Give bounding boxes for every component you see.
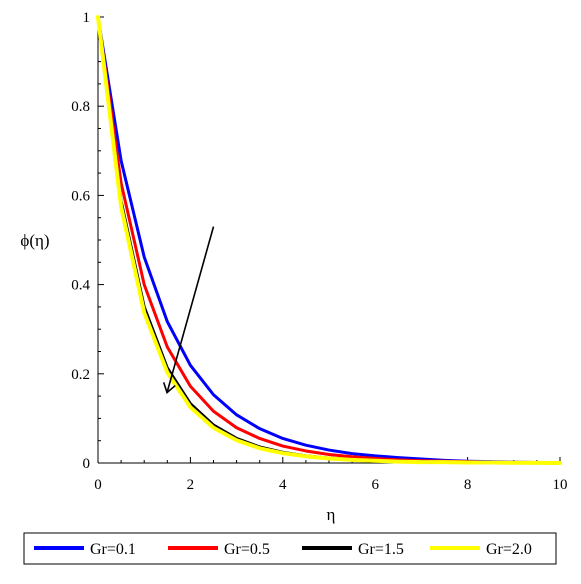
- legend-label: Gr=0.1: [90, 541, 136, 558]
- x-tick-label: 6: [371, 477, 379, 493]
- legend-label: Gr=1.5: [358, 541, 404, 558]
- y-axis-label: ϕ(η): [20, 231, 49, 250]
- axis-labels: η ϕ(η): [20, 231, 335, 524]
- series-lines: [96, 15, 562, 465]
- series-line-gr-1-5: [96, 15, 562, 465]
- series-line-gr-0-5: [96, 15, 562, 465]
- y-tick-label: 0.6: [71, 188, 90, 204]
- x-axis-label: η: [327, 505, 336, 524]
- series-line-gr-2-0: [96, 15, 562, 465]
- y-tick-label: 0.8: [71, 99, 90, 115]
- x-tick-label: 4: [279, 477, 287, 493]
- annotations: [162, 226, 215, 394]
- x-tick-label: 0: [94, 477, 102, 493]
- axes: 0 2 4 6 8 10 0 0.2 0.4 0.6 0.8 1: [71, 10, 567, 493]
- x-tick-label: 8: [464, 477, 472, 493]
- legend-label: Gr=0.5: [224, 541, 270, 558]
- x-tick-label: 10: [553, 477, 568, 493]
- y-tick-label: 0.4: [71, 278, 90, 294]
- trend-arrow: [162, 226, 215, 394]
- series-line-gr-0-1: [96, 15, 562, 465]
- y-tick-label: 0: [83, 456, 91, 472]
- y-tick-label: 0.2: [71, 367, 90, 383]
- legend-label: Gr=2.0: [486, 541, 532, 558]
- x-tick-label: 2: [187, 477, 195, 493]
- legend: Gr=0.1 Gr=0.5 Gr=1.5 Gr=2.0: [23, 532, 557, 565]
- y-tick-label: 1: [83, 10, 91, 26]
